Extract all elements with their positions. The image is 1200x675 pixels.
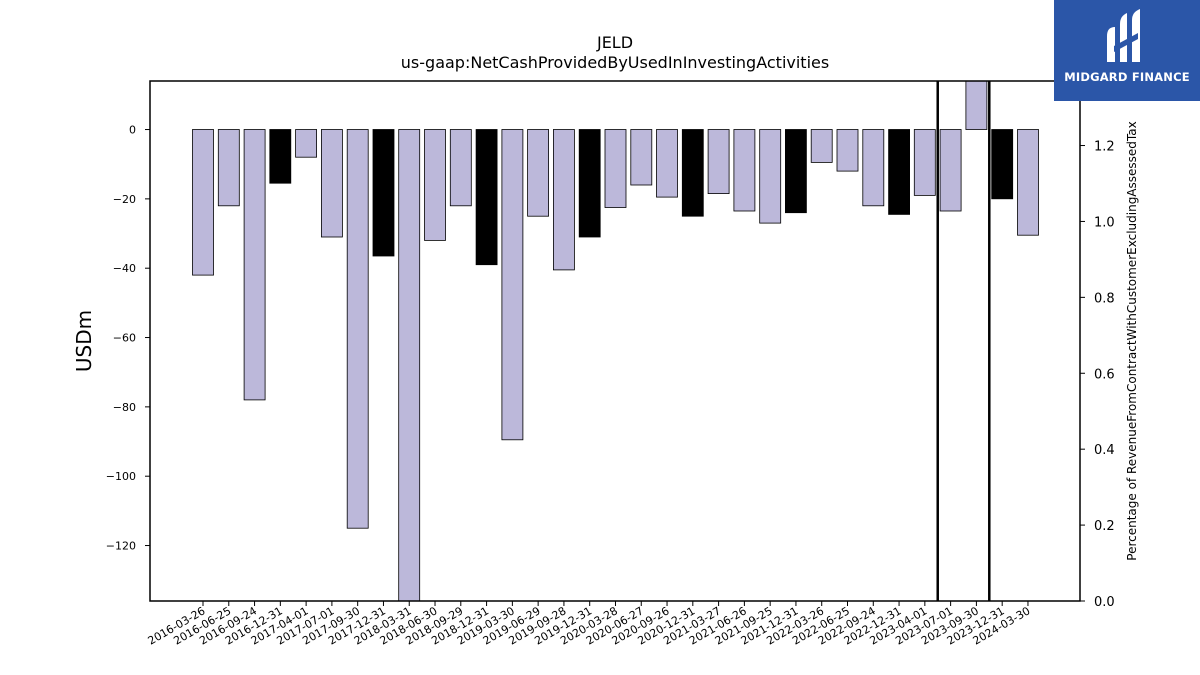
logo-text: MIDGARD FINANCE <box>1064 70 1190 84</box>
bar-2016-06-25 <box>217 129 240 207</box>
logo-mark-icon <box>1107 9 1140 62</box>
y-tick-label: 0 <box>129 124 136 137</box>
bar-2017-04-01 <box>295 129 318 158</box>
y2-tick-label: 0.0 <box>1094 595 1115 610</box>
bar-2018-12-31 <box>475 129 498 266</box>
bar-2019-06-29 <box>527 129 549 217</box>
bar-2020-09-26 <box>656 129 678 198</box>
y-tick-label: −60 <box>113 332 136 345</box>
bar-2019-09-28 <box>553 129 575 271</box>
chart-title: JELD <box>596 33 633 52</box>
bar-2016-03-26 <box>192 129 214 276</box>
y2-tick-label: 1.0 <box>1094 215 1115 230</box>
y2-tick-label: 0.8 <box>1094 291 1115 306</box>
bar-2021-03-27 <box>707 129 730 194</box>
bar-2022-06-25 <box>836 129 859 172</box>
bar-2020-12-31 <box>681 129 704 217</box>
y-axis-label: USDm <box>72 310 96 372</box>
bar-2018-03-31 <box>398 129 421 601</box>
bar-2022-09-24 <box>862 129 885 207</box>
bar-2022-03-26 <box>810 129 833 163</box>
bar-2021-12-31 <box>785 129 807 214</box>
chart-subtitle: us-gaap:NetCashProvidedByUsedInInvesting… <box>401 53 829 72</box>
y2-tick-label: 0.4 <box>1094 443 1115 458</box>
plot-frame <box>149 80 1081 602</box>
bar-2016-09-24 <box>243 129 266 401</box>
bar-2018-09-29 <box>449 129 472 207</box>
y2-tick-label: 0.2 <box>1094 519 1115 534</box>
y2-axis-label: Percentage of RevenueFromContractWithCus… <box>1125 121 1139 560</box>
bar-2020-03-28 <box>604 129 627 208</box>
bar-2019-12-31 <box>578 129 601 238</box>
bar-2021-09-25 <box>759 129 782 224</box>
bar-2016-12-31 <box>269 129 292 184</box>
bar-2023-07-01 <box>939 129 962 212</box>
bar-2023-09-30 <box>965 81 988 130</box>
midgard-finance-logo: MIDGARD FINANCE <box>1054 0 1200 101</box>
bar-2023-12-31 <box>991 129 1014 200</box>
bar-2022-12-31 <box>888 129 910 215</box>
bar-2017-12-31 <box>372 129 395 257</box>
y-tick-label: −80 <box>113 401 136 414</box>
bar-2021-06-26 <box>733 129 756 212</box>
bar-2024-03-30 <box>1017 129 1039 236</box>
bar-2023-04-01 <box>913 129 936 196</box>
y-tick-label: −120 <box>106 540 136 553</box>
y-tick-label: −20 <box>113 193 136 206</box>
y2-tick-label: 0.6 <box>1094 367 1115 382</box>
bar-2017-07-01 <box>320 129 343 238</box>
bar-2019-03-30 <box>501 129 524 441</box>
plot-area: 2016-03-262016-06-252016-09-242016-12-31… <box>106 81 1115 648</box>
bar-2020-06-27 <box>630 129 653 186</box>
bar-2018-06-30 <box>424 129 446 241</box>
bar-2017-09-30 <box>346 129 369 529</box>
y-tick-label: −100 <box>106 470 136 483</box>
y2-tick-label: 1.2 <box>1094 140 1115 155</box>
y-tick-label: −40 <box>113 262 136 275</box>
